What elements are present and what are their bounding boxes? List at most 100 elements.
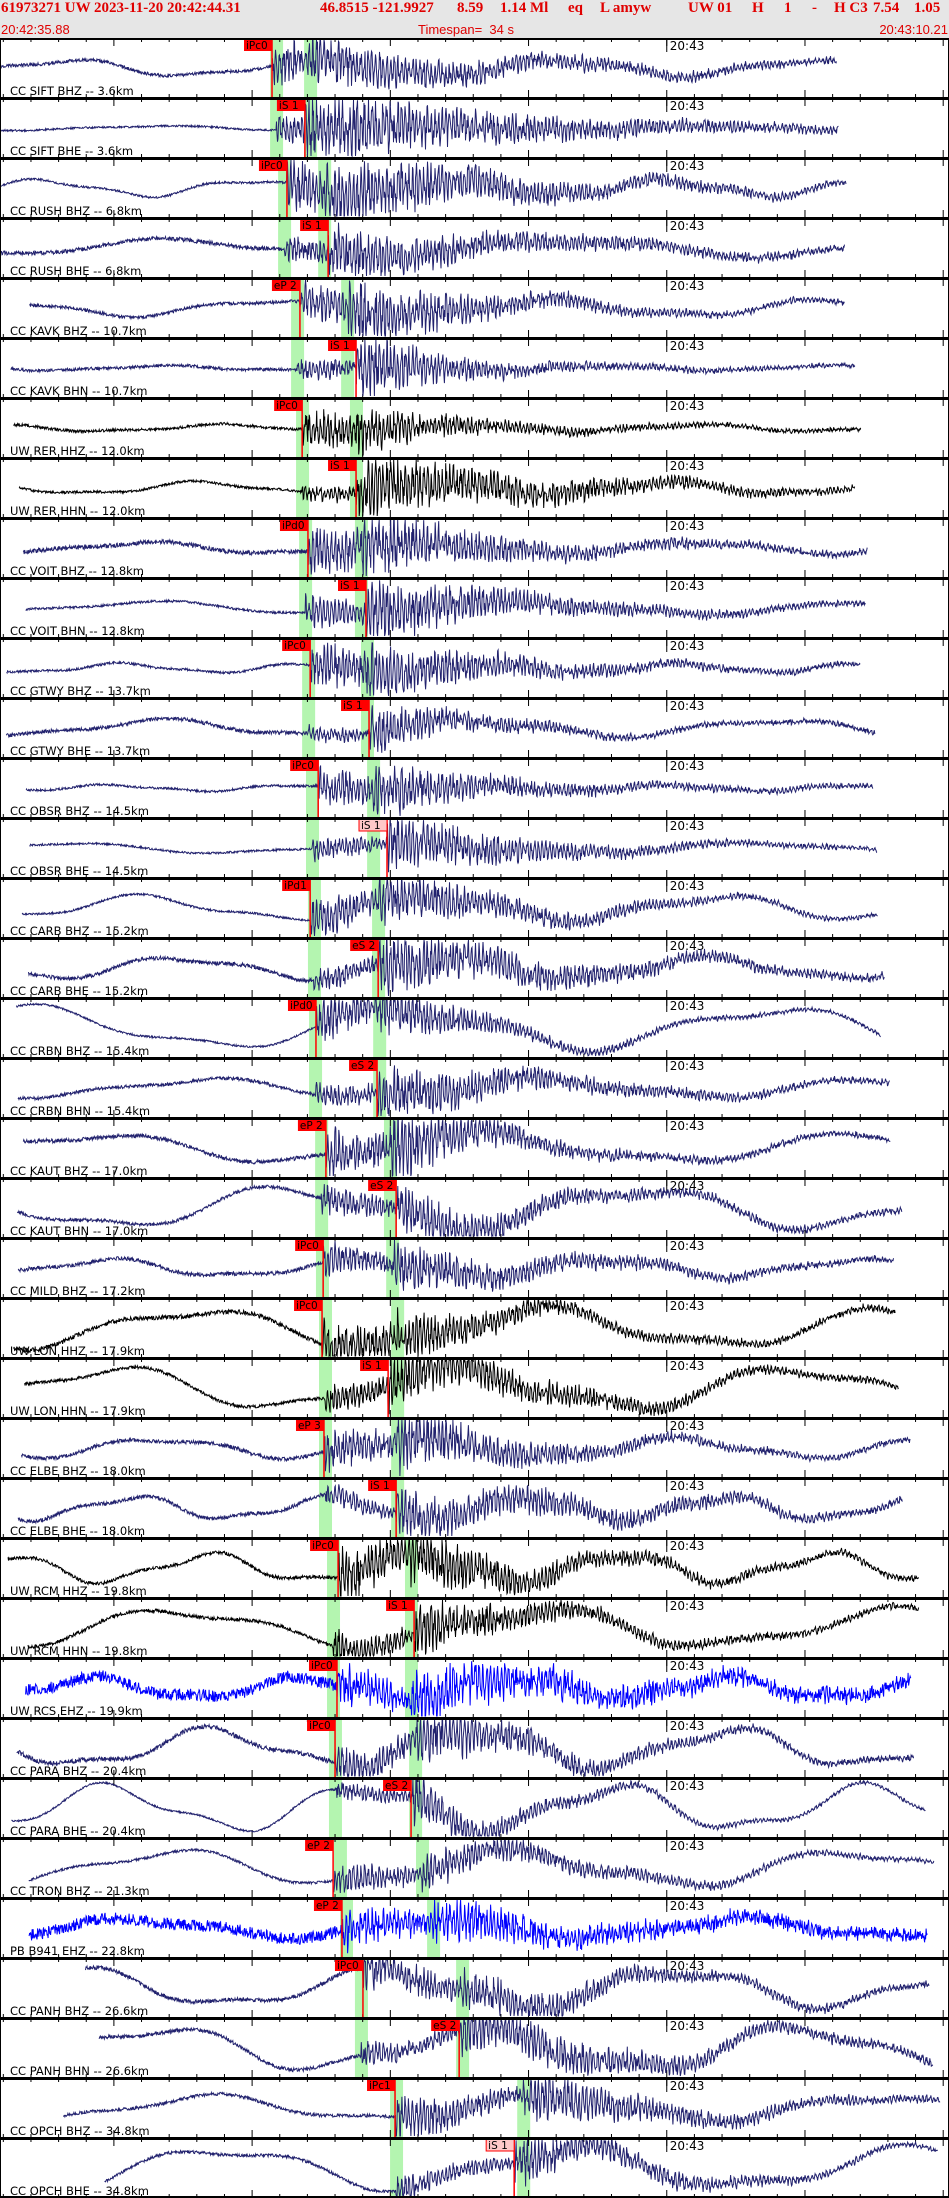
trace-panel[interactable]: 20:43 UW RCS EHZ -- 19.9km iPc0 — [0, 1657, 949, 1718]
pick-flag[interactable] — [282, 639, 311, 651]
trace-panel[interactable]: 20:43 UW LON HHZ -- 17.9km iPc0 — [0, 1297, 949, 1358]
phase-pick[interactable]: iS 1 — [360, 1358, 389, 1418]
pick-flag[interactable] — [368, 1179, 397, 1191]
pick-flag[interactable] — [386, 1599, 415, 1611]
pick-flag[interactable] — [297, 1119, 326, 1131]
pick-flag[interactable] — [258, 159, 287, 171]
pick-flag[interactable] — [350, 939, 379, 951]
phase-pick[interactable]: iPc0 — [282, 638, 311, 698]
phase-pick[interactable]: iS 1 — [341, 698, 370, 758]
pick-flag[interactable] — [307, 1719, 336, 1731]
phase-pick[interactable]: eS 2 — [383, 1778, 412, 1838]
phase-pick[interactable]: iS 1 — [337, 578, 367, 638]
phase-pick[interactable]: iPc0 — [308, 1658, 338, 1718]
phase-pick[interactable]: iPd0 — [279, 518, 309, 578]
phase-pick[interactable]: iS 1 — [328, 458, 357, 518]
trace-panel[interactable]: 20:43 CC TRON BHZ -- 21.3km eP 2 — [0, 1837, 949, 1898]
phase-pick[interactable]: eP 2 — [305, 1838, 334, 1898]
pick-flag[interactable] — [328, 459, 357, 471]
pick-flag[interactable] — [305, 1839, 334, 1851]
phase-pick[interactable]: iS 1 — [300, 218, 329, 278]
trace-panel[interactable]: 20:43 CC KAVK BHN -- 10.7km iS 1 — [0, 337, 949, 398]
trace-panel[interactable]: 20:43 CC OPCH BHZ -- 34.8km iPc1 — [0, 2077, 949, 2138]
phase-pick[interactable]: iPc0 — [294, 1298, 323, 1358]
trace-panel[interactable]: 20:43 CC OBSR BHZ -- 14.5km iPc0 — [0, 757, 949, 818]
phase-pick[interactable]: iPc0 — [310, 1538, 339, 1598]
trace-panel[interactable]: 20:43 CC CARB BHE -- 15.2km eS 2 — [0, 937, 949, 998]
trace-panel[interactable]: 20:43 CC SIFT BHZ -- 3.6km iPc0 — [0, 38, 949, 98]
trace-panel[interactable]: 20:43 CC PANH BHZ -- 26.6km iPc0 — [0, 1957, 949, 2018]
trace-panel[interactable]: 20:43 CC CARB BHZ -- 15.2km iPd1 — [0, 877, 949, 938]
trace-panel[interactable]: 20:43 CC KAVK BHZ -- 10.7km eP 2 — [0, 277, 949, 338]
phase-pick[interactable]: iS 1 — [328, 338, 357, 398]
pick-flag[interactable] — [360, 1359, 389, 1371]
phase-pick[interactable]: eP 3 — [295, 1418, 325, 1478]
trace-panel[interactable]: 20:43 CC OPCH BHE -- 34.8km iS 1 — [0, 2137, 949, 2198]
phase-pick[interactable]: eP 2 — [313, 1898, 343, 1958]
phase-pick[interactable]: iPc1 — [367, 2078, 396, 2138]
pick-flag[interactable] — [337, 579, 366, 591]
phase-pick[interactable]: eP 2 — [297, 1118, 327, 1178]
pick-flag[interactable] — [328, 339, 357, 351]
pick-flag[interactable] — [334, 1959, 363, 1971]
phase-pick[interactable]: iPc0 — [290, 758, 319, 818]
pick-flag[interactable] — [279, 519, 308, 531]
trace-panel[interactable]: 20:43 UW RCM HHZ -- 19.8km iPc0 — [0, 1537, 949, 1598]
pick-flag[interactable] — [310, 1539, 339, 1551]
seismogram-panels[interactable]: 20:43 CC SIFT BHZ -- 3.6km iPc0 20:43 CC SIF… — [0, 38, 949, 2198]
pick-flag[interactable] — [287, 999, 316, 1011]
trace-panel[interactable]: 20:43 UW RER HHZ -- 12.0km iPc0 — [0, 397, 949, 458]
trace-panel[interactable]: 20:43 CC VOIT BHZ -- 12.8km iPd0 — [0, 517, 949, 578]
trace-panel[interactable]: 20:43 CC PARA BHZ -- 20.4km iPc0 — [0, 1717, 949, 1778]
phase-pick[interactable]: iS 1 — [276, 98, 306, 158]
trace-panel[interactable]: 20:43 CC GTWY BHE -- 13.7km iS 1 — [0, 697, 949, 758]
pick-flag[interactable] — [282, 879, 311, 891]
pick-flag[interactable] — [349, 1059, 378, 1071]
pick-flag[interactable] — [368, 1479, 397, 1491]
phase-pick[interactable]: iPc0 — [295, 1238, 324, 1298]
trace-panel[interactable]: 20:43 CC ELBE BHZ -- 18.0km eP 3 — [0, 1417, 949, 1478]
trace-panel[interactable]: 20:43 CC CRBN BHZ -- 15.4km iPd0 — [0, 997, 949, 1058]
pick-flag[interactable] — [383, 1779, 412, 1791]
trace-panel[interactable]: 20:43 CC VOIT BHN -- 12.8km iS 1 — [0, 577, 949, 638]
trace-panel[interactable]: 20:43 UW RER HHN -- 12.0km iS 1 — [0, 457, 949, 518]
pick-flag[interactable] — [295, 1419, 324, 1431]
trace-panel[interactable]: 20:43 CC OBSR BHE -- 14.5km iS 1 — [0, 817, 949, 878]
trace-panel[interactable]: 20:43 CC CRBN BHN -- 15.4km eS 2 — [0, 1057, 949, 1118]
pick-flag[interactable] — [271, 279, 300, 291]
pick-flag[interactable] — [313, 1899, 342, 1911]
pick-flag[interactable] — [367, 2079, 396, 2091]
pick-flag[interactable] — [295, 1239, 324, 1251]
phase-pick[interactable]: eS 2 — [431, 2018, 460, 2078]
pick-flag[interactable] — [308, 1659, 337, 1671]
phase-pick[interactable]: iS 1 — [485, 2138, 515, 2198]
trace-panel[interactable]: 20:43 PB B941 EHZ -- 22.8km eP 2 — [0, 1897, 949, 1958]
trace-panel[interactable]: 20:43 CC SIFT BHE -- 3.6km iS 1 — [0, 97, 949, 158]
trace-panel[interactable]: 20:43 CC ELBE BHE -- 18.0km iS 1 — [0, 1477, 949, 1538]
phase-pick[interactable]: iS 1 — [368, 1478, 397, 1538]
trace-panel[interactable]: 20:43 CC RUSH BHE -- 6.8km iS 1 — [0, 217, 949, 278]
phase-pick[interactable]: iPd0 — [287, 998, 317, 1058]
pick-flag[interactable] — [341, 699, 370, 711]
pick-flag[interactable] — [274, 399, 303, 411]
phase-pick[interactable]: iPc0 — [307, 1718, 336, 1778]
phase-pick[interactable]: iPc0 — [244, 38, 273, 98]
trace-panel[interactable]: 20:43 CC GTWY BHZ -- 13.7km iPc0 — [0, 637, 949, 698]
phase-pick[interactable]: eS 2 — [368, 1178, 397, 1238]
trace-panel[interactable]: 20:43 CC PARA BHE -- 20.4km eS 2 — [0, 1777, 949, 1838]
phase-pick[interactable]: iPc0 — [334, 1958, 364, 2018]
pick-flag[interactable] — [294, 1299, 323, 1311]
trace-panel[interactable]: 20:43 CC KAUT BHZ -- 17.0km eP 2 — [0, 1117, 949, 1178]
phase-pick[interactable]: iPc0 — [274, 398, 303, 458]
pick-flag[interactable] — [276, 99, 305, 111]
phase-pick[interactable]: iS 1 — [386, 1598, 415, 1658]
trace-panel[interactable]: 20:43 CC MILD BHZ -- 17.2km iPc0 — [0, 1237, 949, 1298]
trace-panel[interactable]: 20:43 UW LON HHN -- 17.9km iS 1 — [0, 1357, 949, 1418]
phase-pick[interactable]: iPc0 — [258, 158, 288, 218]
pick-flag[interactable] — [431, 2019, 460, 2031]
pick-flag[interactable] — [244, 39, 273, 51]
phase-pick[interactable]: iS 1 — [358, 818, 388, 878]
pick-flag[interactable] — [290, 759, 319, 771]
trace-panel[interactable]: 20:43 CC RUSH BHZ -- 6.8km iPc0 — [0, 157, 949, 218]
